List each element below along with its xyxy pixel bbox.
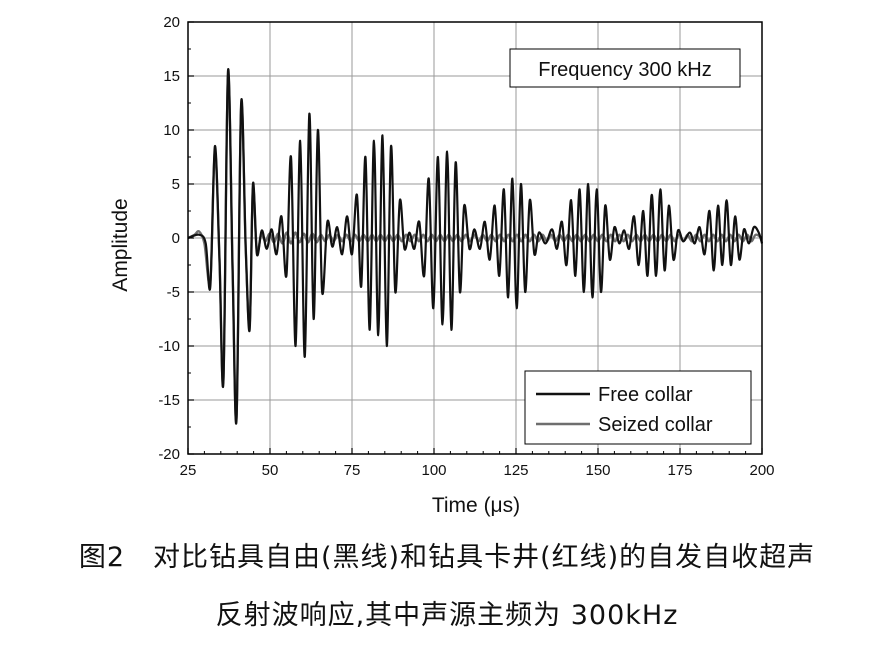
x-tick-label: 125 (503, 462, 528, 479)
y-tick-label: 5 (172, 176, 180, 193)
figure-caption: 图2 对比钻具自由(黑线)和钻具卡井(红线)的自发自收超声 反射波响应,其中声源… (0, 530, 894, 638)
frequency-annotation: Frequency 300 kHz (509, 48, 741, 88)
series-lines (187, 68, 764, 425)
y-tick-label: -10 (158, 338, 180, 355)
y-tick-label: 10 (163, 122, 180, 139)
legend-label-free-collar: Free collar (598, 384, 693, 406)
x-axis-label: Time (μs) (432, 494, 520, 517)
x-tick-label: 75 (344, 462, 361, 479)
caption-line-2: 反射波响应,其中声源主频为 300kHz (215, 600, 679, 631)
x-tick-label: 150 (585, 462, 610, 479)
x-tick-label: 175 (667, 462, 692, 479)
y-axis-label: Amplitude (109, 198, 132, 291)
annotation-box (509, 48, 741, 88)
y-tick-labels: -20 -15 -10 -5 0 5 10 15 20 (158, 14, 180, 463)
x-tick-labels: 25 50 75 100 125 150 175 200 (180, 462, 775, 479)
x-tick-label: 100 (421, 462, 446, 479)
y-tick-label: -15 (158, 392, 180, 409)
legend: Free collar Seized collar (524, 370, 752, 445)
caption-line-1: 图2 对比钻具自由(黑线)和钻具卡井(红线)的自发自收超声 (78, 542, 816, 573)
series-line-free-collar (187, 68, 764, 425)
x-tick-label: 50 (262, 462, 279, 479)
y-tick-label: 0 (172, 230, 180, 247)
x-tick-label: 200 (749, 462, 774, 479)
legend-label-seized-collar: Seized collar (598, 414, 713, 436)
y-tick-label: -5 (167, 284, 180, 301)
annotation-text: Frequency 300 kHz (538, 59, 711, 81)
x-tick-label: 25 (180, 462, 197, 479)
axis-ticks (187, 21, 763, 455)
chart-figure: 25 50 75 100 125 150 175 200 -20 -15 -10 -5 0 5 10 15 2… (109, 14, 775, 517)
legend-box (524, 370, 752, 445)
y-tick-label: 20 (163, 14, 180, 31)
y-tick-label: 15 (163, 68, 180, 85)
y-tick-label: -20 (158, 446, 180, 463)
